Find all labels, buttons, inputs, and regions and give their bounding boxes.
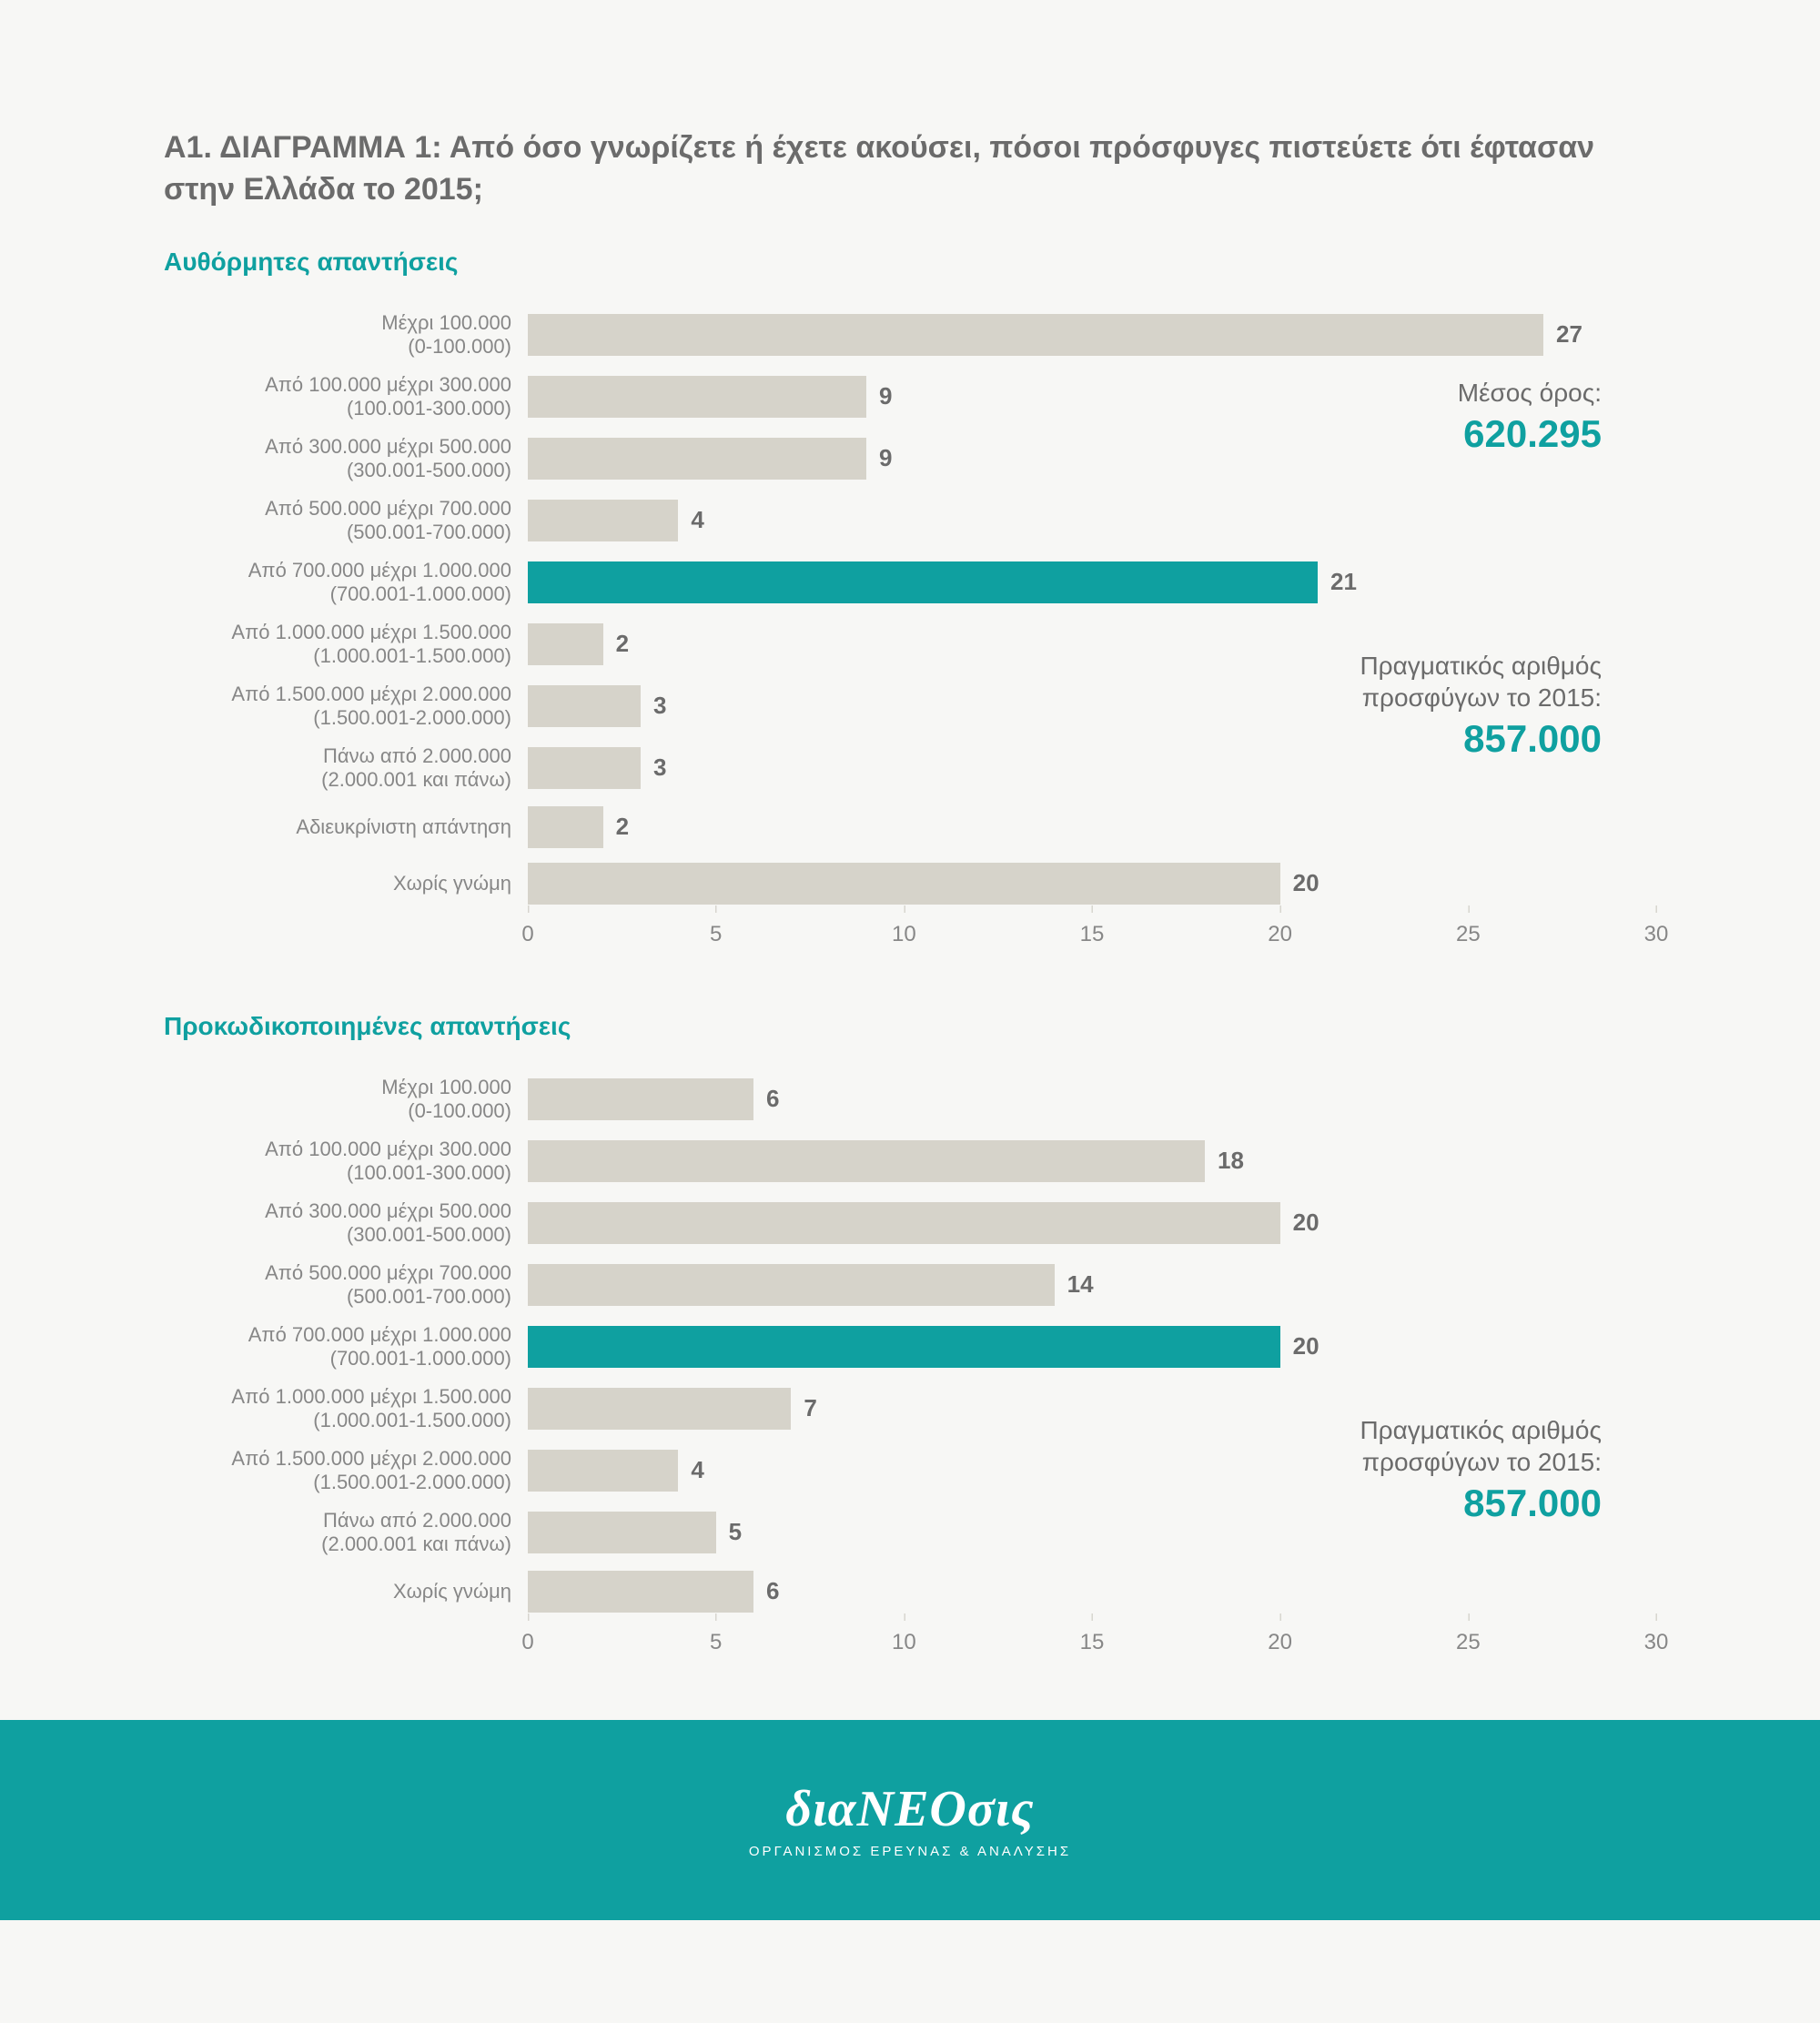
bar (528, 438, 866, 480)
bar-label: Από 700.000 μέχρι 1.000.000(700.001-1.00… (164, 1323, 528, 1370)
annotation-label: Μέσος όρος: (1458, 377, 1602, 409)
bar-label: Από 1.500.000 μέχρι 2.000.000(1.500.001-… (164, 683, 528, 729)
bar-value: 20 (1293, 1332, 1320, 1360)
chart1: Μέχρι 100.000(0-100.000) Από 100.000 μέχρ… (164, 304, 1656, 957)
chart1-labels: Μέχρι 100.000(0-100.000) Από 100.000 μέχρ… (164, 304, 528, 912)
bar-value: 6 (766, 1577, 779, 1605)
bar (528, 500, 678, 541)
chart2-subtitle: Προκωδικοποιημένες απαντήσεις (164, 1012, 1656, 1041)
chart-annotation: Πραγματικός αριθμός προσφύγων το 2015:85… (1219, 1414, 1602, 1525)
bar (528, 1450, 678, 1492)
annotation-value: 857.000 (1219, 1482, 1602, 1525)
axis-tick: 0 (521, 913, 533, 947)
axis-tick: 5 (710, 913, 722, 947)
bar (528, 1264, 1055, 1306)
bar-label: Από 700.000 μέχρι 1.000.000(700.001-1.00… (164, 559, 528, 605)
page-title: Α1. ΔΙΑΓΡΑΜΜΑ 1: Από όσο γνωρίζετε ή έχε… (164, 127, 1656, 211)
page: Α1. ΔΙΑΓΡΑΜΜΑ 1: Από όσο γνωρίζετε ή έχε… (0, 0, 1820, 1665)
chart1-subtitle: Αυθόρμητες απαντήσεις (164, 248, 1656, 277)
bar (528, 747, 641, 789)
bar-value: 14 (1067, 1270, 1094, 1299)
bar-value: 2 (616, 813, 629, 841)
bar-value: 2 (616, 630, 629, 658)
bar (528, 1140, 1205, 1182)
axis-tick: 30 (1644, 913, 1669, 947)
bar-label: Πάνω από 2.000.000(2.000.001 και πάνω) (164, 1509, 528, 1555)
bar-value: 9 (879, 382, 892, 410)
axis-tick: 30 (1644, 1621, 1669, 1655)
annotation-value: 857.000 (1219, 717, 1602, 761)
axis-tick: 20 (1268, 1621, 1292, 1655)
bar-value: 6 (766, 1085, 779, 1113)
axis-tick: 20 (1268, 913, 1292, 947)
bar-label: Από 1.000.000 μέχρι 1.500.000(1.000.001-… (164, 1385, 528, 1431)
axis-tick: 15 (1080, 1621, 1105, 1655)
chart-annotation: Μέσος όρος:620.295 (1458, 377, 1602, 456)
bar-value: 5 (729, 1518, 742, 1546)
bar (528, 1326, 1280, 1368)
bar-value: 7 (804, 1394, 816, 1422)
bar (528, 1571, 753, 1613)
bar-value: 9 (879, 444, 892, 472)
bar-label: Από 300.000 μέχρι 500.000(300.001-500.00… (164, 1199, 528, 1246)
axis-tick: 25 (1456, 1621, 1481, 1655)
bar-value: 27 (1556, 320, 1582, 349)
annotation-value: 620.295 (1458, 412, 1602, 456)
bar-value: 3 (653, 692, 666, 720)
footer: διαΝΕΟσις ΟΡΓΑΝΙΣΜΟΣ ΕΡΕΥΝΑΣ & ΑΝΑΛΥΣΗΣ (0, 1720, 1820, 1920)
axis-tick: 25 (1456, 913, 1481, 947)
chart-annotation: Πραγματικός αριθμός προσφύγων το 2015:85… (1219, 650, 1602, 761)
bar (528, 1202, 1280, 1244)
annotation-label: Πραγματικός αριθμός προσφύγων το 2015: (1219, 650, 1602, 713)
footer-logo: διαΝΕΟσις (785, 1780, 1034, 1838)
bar (528, 685, 641, 727)
bar-label: Από 300.000 μέχρι 500.000(300.001-500.00… (164, 435, 528, 481)
chart2-bars: 6 18 20 14 20 7 4 5 6 (528, 1068, 1656, 1620)
chart1-axis: 051015202530 (528, 912, 1656, 957)
chart2-axis: 051015202530 (528, 1620, 1656, 1665)
bar-value: 21 (1330, 568, 1357, 596)
bar-value: 20 (1293, 869, 1320, 897)
bar (528, 561, 1318, 603)
bar (528, 1078, 753, 1120)
annotation-label: Πραγματικός αριθμός προσφύγων το 2015: (1219, 1414, 1602, 1478)
bar-value: 4 (691, 506, 703, 534)
bar-label: Χωρίς γνώμη (164, 872, 528, 895)
bar-label: Από 500.000 μέχρι 700.000(500.001-700.00… (164, 497, 528, 543)
footer-tagline: ΟΡΓΑΝΙΣΜΟΣ ΕΡΕΥΝΑΣ & ΑΝΑΛΥΣΗΣ (749, 1844, 1071, 1859)
axis-tick: 0 (521, 1621, 533, 1655)
bar (528, 376, 866, 418)
bar-label: Μέχρι 100.000(0-100.000) (164, 311, 528, 358)
bar (528, 863, 1280, 905)
bar-label: Χωρίς γνώμη (164, 1580, 528, 1603)
bar-value: 3 (653, 754, 666, 782)
bar-label: Μέχρι 100.000(0-100.000) (164, 1076, 528, 1122)
bar (528, 314, 1543, 356)
bar (528, 1512, 716, 1553)
bar (528, 623, 603, 665)
bar (528, 1388, 791, 1430)
axis-tick: 10 (892, 913, 916, 947)
axis-tick: 10 (892, 1621, 916, 1655)
bar (528, 806, 603, 848)
bar-value: 18 (1218, 1147, 1244, 1175)
bar-label: Από 100.000 μέχρι 300.000(100.001-300.00… (164, 1138, 528, 1184)
axis-tick: 15 (1080, 913, 1105, 947)
bar-value: 4 (691, 1456, 703, 1484)
bar-label: Από 1.500.000 μέχρι 2.000.000(1.500.001-… (164, 1447, 528, 1493)
chart2: Μέχρι 100.000(0-100.000) Από 100.000 μέχρ… (164, 1068, 1656, 1665)
bar-label: Από 500.000 μέχρι 700.000(500.001-700.00… (164, 1261, 528, 1308)
axis-tick: 5 (710, 1621, 722, 1655)
bar-label: Από 100.000 μέχρι 300.000(100.001-300.00… (164, 373, 528, 420)
bar-label: Πάνω από 2.000.000(2.000.001 και πάνω) (164, 744, 528, 791)
chart2-labels: Μέχρι 100.000(0-100.000) Από 100.000 μέχρ… (164, 1068, 528, 1620)
bar-label: Αδιευκρίνιστη απάντηση (164, 815, 528, 838)
bar-value: 20 (1293, 1209, 1320, 1237)
bar-label: Από 1.000.000 μέχρι 1.500.000(1.000.001-… (164, 621, 528, 667)
